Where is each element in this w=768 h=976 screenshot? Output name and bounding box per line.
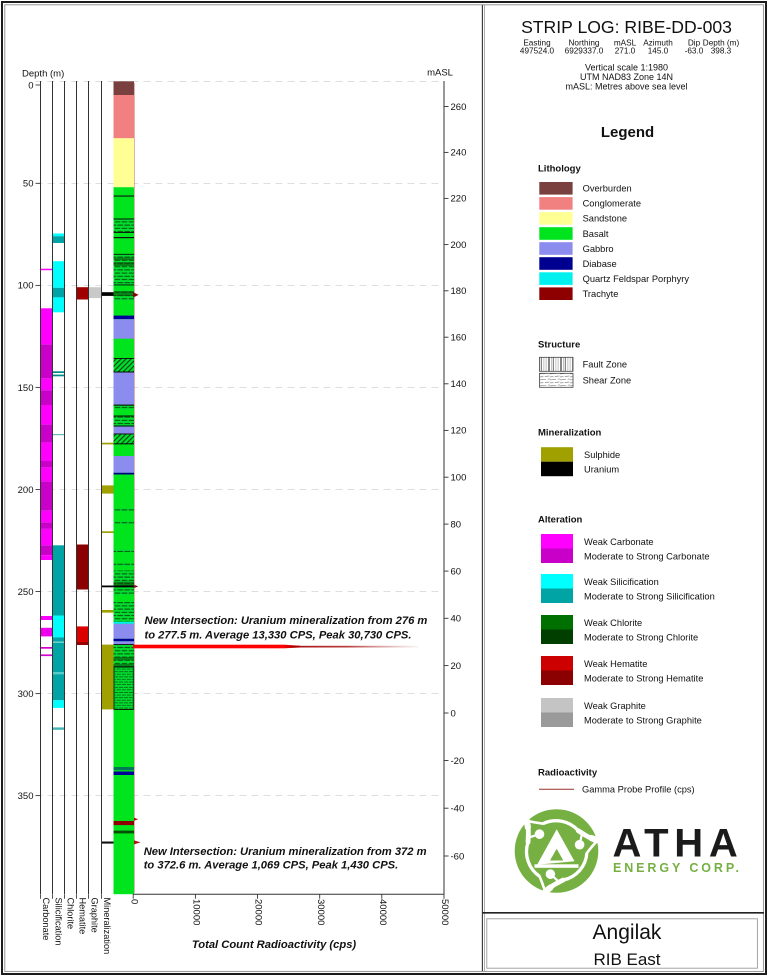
- svg-text:Weak Carbonate: Weak Carbonate: [584, 537, 654, 547]
- svg-text:350: 350: [18, 791, 34, 802]
- svg-text:-60: -60: [451, 851, 465, 862]
- svg-text:Weak Silicification: Weak Silicification: [584, 577, 659, 587]
- svg-text:200: 200: [451, 240, 467, 251]
- svg-text:250: 250: [18, 587, 34, 598]
- svg-text:New Intersection: Uranium mine: New Intersection: Uranium mineralization…: [144, 846, 427, 858]
- svg-text:Fault Zone: Fault Zone: [583, 360, 627, 370]
- svg-text:Angilak: Angilak: [593, 921, 662, 944]
- svg-text:398.3: 398.3: [711, 47, 732, 56]
- svg-text:RIB East: RIB East: [593, 950, 660, 969]
- svg-text:80: 80: [451, 519, 462, 530]
- svg-text:Mineralization: Mineralization: [538, 428, 602, 439]
- svg-text:Moderate to Strong Hematite: Moderate to Strong Hematite: [584, 674, 703, 684]
- svg-text:260: 260: [451, 102, 467, 113]
- svg-text:mASL: mASL: [427, 68, 453, 79]
- svg-text:Moderate to Strong Chlorite: Moderate to Strong Chlorite: [584, 633, 698, 643]
- svg-text:Moderate to Strong Carbonate: Moderate to Strong Carbonate: [584, 552, 710, 562]
- svg-text:-40: -40: [451, 804, 465, 815]
- svg-text:271.0: 271.0: [615, 47, 636, 56]
- svg-text:Sulphide: Sulphide: [584, 450, 620, 460]
- svg-text:Moderate to Strong Graphite: Moderate to Strong Graphite: [584, 716, 702, 726]
- svg-text:300: 300: [18, 689, 34, 700]
- svg-text:20: 20: [451, 661, 462, 672]
- svg-text:240: 240: [451, 148, 467, 159]
- svg-text:Gamma Probe Profile (cps): Gamma Probe Profile (cps): [582, 785, 695, 795]
- svg-text:Lithology: Lithology: [538, 164, 581, 175]
- svg-text:Depth (m): Depth (m): [22, 69, 64, 80]
- svg-text:ATHA: ATHA: [613, 822, 744, 866]
- svg-text:100: 100: [451, 473, 467, 484]
- svg-text:Weak Chlorite: Weak Chlorite: [584, 618, 642, 628]
- svg-text:6929337.0: 6929337.0: [565, 47, 604, 56]
- svg-text:60: 60: [451, 566, 462, 577]
- svg-text:Overburden: Overburden: [583, 184, 632, 194]
- svg-text:ENERGY CORP.: ENERGY CORP.: [613, 861, 742, 875]
- svg-text:Weak Graphite: Weak Graphite: [584, 701, 646, 711]
- svg-text:Sandstone: Sandstone: [583, 214, 627, 224]
- svg-text:Alteration: Alteration: [538, 515, 583, 526]
- svg-text:20000: 20000: [253, 899, 264, 925]
- svg-text:UTM NAD83 Zone 14N: UTM NAD83 Zone 14N: [580, 72, 673, 82]
- svg-text:Structure: Structure: [538, 340, 580, 351]
- svg-text:Hematite: Hematite: [78, 898, 88, 935]
- svg-text:Easting: Easting: [523, 39, 551, 48]
- svg-text:40: 40: [451, 614, 462, 625]
- svg-text:Diabase: Diabase: [583, 259, 617, 269]
- svg-text:mASL: Metres above sea level: mASL: Metres above sea level: [565, 82, 687, 92]
- svg-text:10000: 10000: [191, 899, 202, 925]
- svg-text:Dip: Dip: [688, 39, 701, 48]
- svg-text:Azimuth: Azimuth: [643, 39, 673, 48]
- svg-text:-20: -20: [451, 756, 465, 767]
- svg-text:Moderate to Strong Silicificat: Moderate to Strong Silicification: [584, 592, 715, 602]
- svg-text:to 277.5 m. Average 13,330 CPS: to 277.5 m. Average 13,330 CPS, Peak 30,…: [145, 629, 412, 641]
- svg-text:100: 100: [18, 281, 34, 292]
- svg-text:120: 120: [451, 426, 467, 437]
- svg-text:Radioactivity: Radioactivity: [538, 768, 598, 779]
- svg-text:Mineralization: Mineralization: [102, 898, 112, 955]
- svg-text:50000: 50000: [439, 899, 450, 925]
- svg-text:40000: 40000: [377, 899, 388, 925]
- svg-text:Vertical scale 1:1980: Vertical scale 1:1980: [585, 63, 668, 73]
- svg-text:150: 150: [18, 383, 34, 394]
- svg-text:0: 0: [128, 899, 139, 904]
- svg-text:180: 180: [451, 286, 467, 297]
- svg-text:497524.0: 497524.0: [520, 47, 555, 56]
- svg-text:160: 160: [451, 333, 467, 344]
- svg-text:Silicification: Silicification: [53, 898, 63, 946]
- svg-text:0: 0: [28, 80, 33, 91]
- svg-text:0: 0: [451, 708, 456, 719]
- svg-text:145.0: 145.0: [648, 47, 669, 56]
- svg-text:Weak Hematite: Weak Hematite: [584, 659, 647, 669]
- svg-text:50: 50: [23, 179, 34, 190]
- svg-text:Basalt: Basalt: [583, 229, 609, 239]
- svg-text:-63.0: -63.0: [685, 47, 704, 56]
- svg-text:Gabbro: Gabbro: [583, 244, 614, 254]
- svg-text:220: 220: [451, 194, 467, 205]
- svg-text:Uranium: Uranium: [584, 465, 619, 475]
- svg-text:mASL: mASL: [614, 39, 637, 48]
- svg-text:Quartz Feldspar Porphyry: Quartz Feldspar Porphyry: [583, 274, 690, 284]
- svg-text:New Intersection: Uranium mine: New Intersection: Uranium mineralization…: [145, 615, 428, 627]
- svg-text:STRIP LOG: RIBE-DD-003: STRIP LOG: RIBE-DD-003: [521, 17, 732, 37]
- svg-text:to 372.6 m. Average 1,069 CPS,: to 372.6 m. Average 1,069 CPS, Peak 1,43…: [144, 859, 399, 871]
- svg-text:Carbonate: Carbonate: [41, 898, 51, 941]
- svg-text:Depth (m): Depth (m): [703, 39, 740, 48]
- svg-text:140: 140: [451, 379, 467, 390]
- svg-text:Conglomerate: Conglomerate: [583, 199, 641, 209]
- svg-text:200: 200: [18, 485, 34, 496]
- svg-text:Legend: Legend: [601, 124, 654, 141]
- svg-text:Total Count Radioactivity (cps: Total Count Radioactivity (cps): [192, 939, 357, 951]
- svg-text:Northing: Northing: [569, 39, 600, 48]
- svg-text:Trachyte: Trachyte: [583, 289, 619, 299]
- svg-text:Graphite: Graphite: [90, 898, 100, 933]
- svg-text:Shear Zone: Shear Zone: [583, 376, 632, 386]
- svg-text:30000: 30000: [315, 899, 326, 925]
- svg-text:Chlorite: Chlorite: [66, 898, 76, 930]
